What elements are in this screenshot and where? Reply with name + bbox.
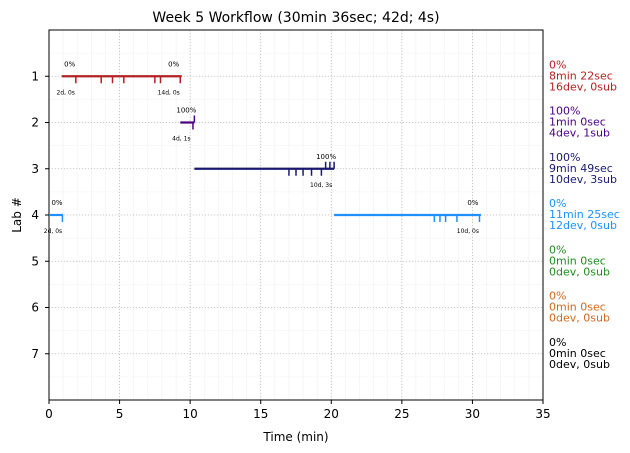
- summary-line: 0dev, 0sub: [549, 358, 610, 371]
- summary-line: 12dev, 0sub: [549, 219, 617, 232]
- x-axis-label: Time (min): [262, 430, 328, 444]
- y-tick-label: 6: [31, 301, 39, 315]
- x-tick-label: 5: [116, 407, 124, 421]
- lab-3-timeline: 100% 10d, 3s: [194, 153, 336, 189]
- start-count-label: 2d, 0s: [57, 89, 75, 96]
- y-tick-label: 2: [31, 116, 39, 130]
- x-tick-label: 0: [45, 407, 53, 421]
- end-percent-label: 0%: [467, 199, 478, 207]
- y-tick-label: 4: [31, 208, 39, 222]
- lab-4-timeline: 0% 10d, 0s: [334, 199, 481, 235]
- summary-line: 100%: [549, 105, 580, 118]
- x-tick-label: 25: [394, 407, 409, 421]
- y-tick-label: 5: [31, 254, 39, 268]
- summary-line: 0min 0sec: [549, 254, 606, 267]
- summary-line: 9min 49sec: [549, 162, 613, 175]
- x-tick-label: 10: [183, 407, 198, 421]
- x-tick-label: 15: [253, 407, 268, 421]
- summary-line: 0%: [549, 243, 566, 256]
- grid: [48, 30, 544, 400]
- summary-line: 0%: [549, 290, 566, 303]
- y-tick-label: 1: [31, 69, 39, 83]
- summary-line: 1min 0sec: [549, 116, 606, 129]
- x-tick-label: 35: [535, 407, 550, 421]
- summary-line: 8min 22sec: [549, 69, 613, 82]
- summary-line: 0%: [549, 58, 566, 71]
- end-count-label: 4d, 1s: [172, 136, 190, 143]
- x-tick-label: 20: [324, 407, 339, 421]
- end-percent-label: 100%: [176, 107, 196, 115]
- summary-line: 10dev, 3sub: [549, 173, 617, 186]
- end-percent-label: 100%: [316, 153, 336, 161]
- summary-line: 0min 0sec: [549, 347, 606, 360]
- summary-line: 0dev, 0sub: [549, 265, 610, 278]
- end-count-label: 14d, 0s: [158, 89, 180, 96]
- summary-line: 0%: [549, 197, 566, 210]
- lab-1-timeline: 0% 2d, 0s 0% 14d, 0s: [57, 60, 182, 96]
- end-count-label: 10d, 0s: [457, 228, 479, 235]
- start-percent-label: 0%: [64, 60, 75, 68]
- start-count-label: 2d, 0s: [44, 228, 62, 235]
- summary-line: 4dev, 1sub: [549, 127, 610, 140]
- summary-line: 0dev, 0sub: [549, 312, 610, 325]
- x-tick-label: 30: [465, 407, 480, 421]
- lab-4-timeline: 0% 2d, 0s: [44, 199, 64, 235]
- y-tick-label: 7: [31, 347, 39, 361]
- y-axis-label: Lab #: [10, 197, 24, 233]
- summary-line: 11min 25sec: [549, 208, 620, 221]
- end-count-label: 10d, 3s: [310, 182, 332, 189]
- timeline-marks: 0% 2d, 0s 0% 14d, 0s 100% 4d, 1s 100% 10d, 3s 0%…: [44, 60, 481, 235]
- start-percent-label: 0%: [51, 199, 62, 207]
- summary-line: 100%: [549, 151, 580, 164]
- summary-line: 0min 0sec: [549, 301, 606, 314]
- summary-line: 16dev, 0sub: [549, 80, 617, 93]
- end-percent-label: 0%: [168, 60, 179, 68]
- summary-line: 0%: [549, 336, 566, 349]
- chart-title: Week 5 Workflow (30min 36sec; 42d; 4s): [152, 10, 439, 26]
- x-axis: 0 5 10 15 20 25 30 35: [45, 400, 551, 421]
- lab-2-timeline: 100% 4d, 1s: [172, 107, 197, 143]
- y-tick-label: 3: [31, 162, 39, 176]
- y-axis: 1 2 3 4 5 6 7: [31, 69, 49, 361]
